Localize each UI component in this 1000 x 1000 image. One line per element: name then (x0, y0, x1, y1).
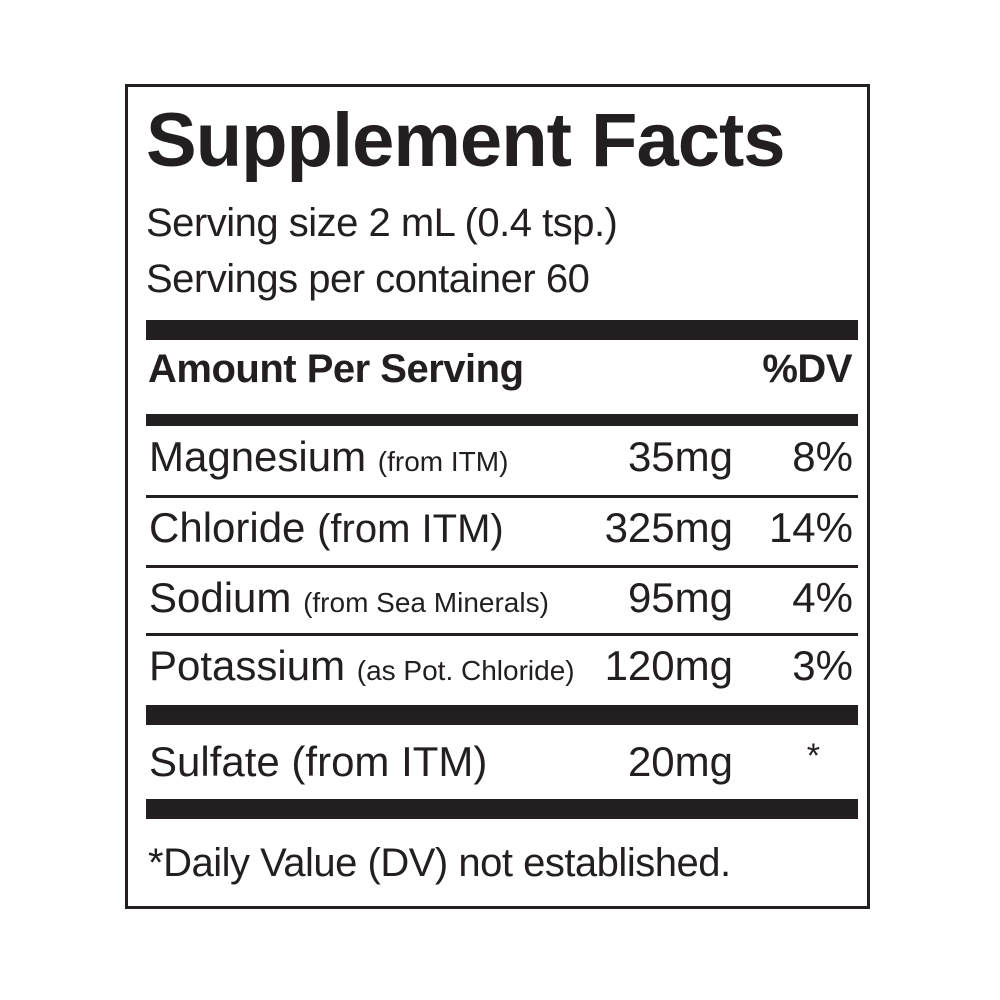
nutrient-name: Sodium (from Sea Minerals) (149, 574, 549, 621)
nutrient-dv: 8% (792, 433, 853, 480)
row-divider (146, 633, 858, 636)
header-percent-dv: %DV (762, 347, 852, 391)
row-divider (146, 565, 858, 568)
nutrient-row-sulfate: Sulfate (from ITM) 20mg * (146, 735, 858, 795)
nutrient-amount: 120mg (604, 642, 733, 689)
thick-divider-middle (146, 705, 858, 725)
nutrient-source-note: (from ITM) (377, 446, 509, 477)
nutrient-amount: 325mg (604, 504, 733, 551)
thick-divider-top (146, 320, 858, 340)
nutrient-dv: 3% (792, 642, 853, 689)
nutrient-name: Chloride (from ITM) (149, 504, 504, 551)
row-divider (146, 495, 858, 498)
nutrient-amount: 20mg (627, 738, 733, 785)
nutrient-row-potassium: Potassium (as Pot. Chloride) 120mg 3% (146, 639, 858, 699)
supplement-facts-panel: Supplement Facts Serving size 2 mL (0.4 … (125, 84, 870, 909)
nutrient-row-chloride: Chloride (from ITM) 325mg 14% (146, 501, 858, 561)
serving-size: Serving size 2 mL (0.4 tsp.) (146, 201, 618, 245)
thick-divider-bottom (146, 799, 858, 819)
nutrient-name: Sulfate (from ITM) (149, 738, 488, 785)
nutrient-dv: 14% (768, 504, 853, 551)
label-title: Supplement Facts (146, 98, 786, 183)
nutrient-row-sodium: Sodium (from Sea Minerals) 95mg 4% (146, 571, 858, 631)
nutrient-source-note: (as Pot. Chloride) (356, 655, 575, 686)
medium-divider (146, 414, 858, 426)
nutrient-amount: 35mg (627, 433, 733, 480)
nutrient-dv: * (806, 737, 820, 775)
nutrient-name: Potassium (as Pot. Chloride) (149, 642, 575, 689)
nutrient-source-note: (from Sea Minerals) (303, 587, 549, 618)
nutrient-name: Magnesium (from ITM) (149, 433, 509, 480)
footnote: *Daily Value (DV) not established. (148, 841, 731, 885)
nutrient-source-note: (from ITM) (317, 507, 504, 551)
servings-per-container: Servings per container 60 (146, 257, 590, 301)
nutrient-row-magnesium: Magnesium (from ITM) 35mg 8% (146, 430, 858, 490)
nutrient-dv: 4% (792, 574, 853, 621)
header-amount-per-serving: Amount Per Serving (148, 347, 524, 391)
nutrient-amount: 95mg (627, 574, 733, 621)
